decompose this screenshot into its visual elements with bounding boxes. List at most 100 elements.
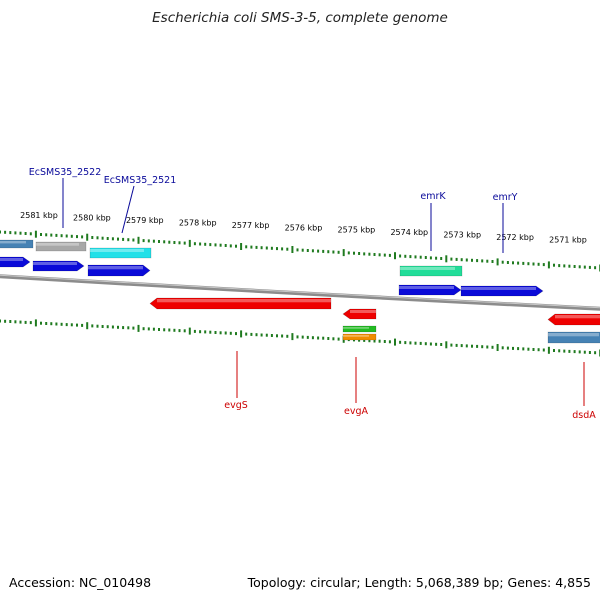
top-track-minor-tick bbox=[0, 230, 1, 234]
bottom-track-minor-tick bbox=[542, 348, 545, 352]
bottom-track-minor-tick bbox=[106, 325, 109, 329]
bottom-track-minor-tick bbox=[337, 337, 340, 341]
gene-feature[interactable] bbox=[0, 239, 34, 249]
gene-label-ecsms35-2522[interactable]: EcSMS35_2522 bbox=[29, 167, 102, 178]
top-track-minor-tick bbox=[45, 233, 48, 237]
bottom-track-minor-tick bbox=[178, 329, 181, 333]
top-track-minor-tick bbox=[301, 248, 304, 252]
gene-feature[interactable] bbox=[398, 284, 462, 296]
top-track-major-tick bbox=[137, 236, 140, 244]
scale-label: 2579 kbp bbox=[126, 216, 164, 225]
bottom-track-minor-tick bbox=[276, 334, 278, 338]
top-track-minor-tick bbox=[429, 256, 432, 260]
gene-label-evgs[interactable]: evgS bbox=[224, 400, 248, 411]
scale-label: 2578 kbp bbox=[179, 218, 217, 227]
gene-feature[interactable] bbox=[149, 297, 332, 310]
gene-feature[interactable] bbox=[89, 247, 152, 259]
scale-label: 2571 kbp bbox=[549, 236, 587, 245]
top-track-minor-tick bbox=[563, 264, 566, 268]
gene-feature-highlight bbox=[0, 258, 23, 261]
bottom-track-minor-tick bbox=[76, 323, 78, 327]
bottom-track-minor-tick bbox=[414, 341, 417, 345]
gene-label-ecsms35-2521[interactable]: EcSMS35_2521 bbox=[104, 175, 177, 186]
bottom-track-minor-tick bbox=[373, 339, 376, 343]
bottom-track-minor-tick bbox=[281, 334, 284, 338]
bottom-track-minor-tick bbox=[296, 335, 299, 339]
bottom-track-minor-tick bbox=[127, 326, 130, 330]
gene-feature[interactable] bbox=[87, 264, 151, 277]
top-track-minor-tick bbox=[204, 242, 207, 246]
gene-feature[interactable] bbox=[547, 331, 600, 344]
top-track-minor-tick bbox=[250, 245, 253, 249]
bottom-track-major-tick bbox=[188, 327, 191, 335]
bottom-track-minor-tick bbox=[568, 349, 571, 353]
bottom-track-minor-tick bbox=[332, 337, 335, 341]
top-track-minor-tick bbox=[388, 253, 391, 257]
top-track-minor-tick bbox=[583, 265, 586, 269]
top-track-minor-tick bbox=[594, 266, 597, 270]
bottom-track-minor-tick bbox=[147, 327, 150, 331]
top-track-minor-tick bbox=[296, 248, 299, 252]
bottom-track-major-tick bbox=[547, 346, 550, 354]
gene-feature[interactable] bbox=[35, 241, 87, 252]
gene-feature[interactable] bbox=[460, 285, 544, 297]
top-track-minor-tick bbox=[286, 247, 289, 251]
top-track-minor-tick bbox=[404, 254, 407, 258]
top-track-minor-tick bbox=[199, 242, 202, 246]
bottom-track-minor-tick bbox=[440, 343, 443, 346]
bottom-track-minor-tick bbox=[383, 340, 386, 343]
top-track-minor-tick bbox=[399, 254, 402, 258]
bottom-track-minor-tick bbox=[501, 346, 504, 350]
gene-label-evga[interactable]: evgA bbox=[344, 406, 368, 417]
genome-summary-text: Topology: circular; Length: 5,068,389 bp… bbox=[247, 575, 591, 590]
gene-feature[interactable] bbox=[547, 313, 600, 326]
top-track-minor-tick bbox=[455, 257, 458, 261]
top-track-minor-tick bbox=[270, 246, 273, 250]
bottom-track-minor-tick bbox=[214, 331, 217, 334]
top-track-minor-tick bbox=[168, 240, 171, 244]
top-track-minor-tick bbox=[152, 239, 155, 243]
gene-feature[interactable] bbox=[399, 265, 463, 277]
gene-feature-highlight bbox=[548, 333, 599, 337]
top-track-major-tick bbox=[240, 243, 243, 250]
top-track-minor-tick bbox=[111, 237, 114, 241]
top-track-major-tick bbox=[188, 239, 191, 247]
bottom-track-minor-tick bbox=[132, 326, 135, 330]
top-track-minor-tick bbox=[578, 265, 581, 269]
gene-label-emry[interactable]: emrY bbox=[493, 192, 518, 203]
top-track-major-tick bbox=[445, 255, 448, 263]
top-track-major-tick bbox=[342, 249, 345, 257]
top-track-minor-tick bbox=[193, 242, 196, 246]
gene-label-dsda[interactable]: dsdA bbox=[572, 410, 596, 421]
bottom-track-minor-tick bbox=[55, 322, 58, 326]
bottom-track-minor-tick bbox=[65, 323, 68, 327]
gene-feature[interactable] bbox=[342, 333, 377, 341]
top-track-minor-tick bbox=[553, 263, 555, 267]
top-track-minor-tick bbox=[147, 239, 150, 243]
gene-label-emrk[interactable]: emrK bbox=[420, 191, 446, 202]
gene-feature[interactable] bbox=[0, 256, 31, 268]
scale-label: 2577 kbp bbox=[232, 221, 270, 230]
bottom-track-major-tick bbox=[445, 341, 448, 349]
bottom-track-major-tick bbox=[496, 344, 499, 351]
gene-feature[interactable] bbox=[342, 308, 377, 320]
bottom-track-minor-tick bbox=[60, 322, 63, 326]
bottom-track-minor-tick bbox=[429, 342, 432, 346]
scale-label: 2573 kbp bbox=[443, 231, 481, 240]
bottom-track-minor-tick bbox=[506, 346, 509, 350]
top-track-minor-tick bbox=[24, 232, 27, 235]
bottom-track-minor-tick bbox=[235, 332, 237, 336]
bottom-track-minor-tick bbox=[40, 321, 42, 325]
gene-feature[interactable] bbox=[32, 260, 85, 272]
top-track-minor-tick bbox=[91, 236, 94, 239]
top-track-major-tick bbox=[496, 258, 499, 266]
top-track-minor-tick bbox=[332, 250, 335, 254]
bottom-track-minor-tick bbox=[322, 336, 325, 340]
top-track-minor-tick bbox=[435, 256, 438, 260]
map-title: Escherichia coli SMS-3-5, complete genom… bbox=[152, 10, 448, 26]
gene-feature[interactable] bbox=[342, 325, 377, 333]
bottom-track-minor-tick bbox=[588, 351, 591, 354]
bottom-track-minor-tick bbox=[358, 338, 361, 342]
bottom-track-minor-tick bbox=[388, 340, 391, 344]
